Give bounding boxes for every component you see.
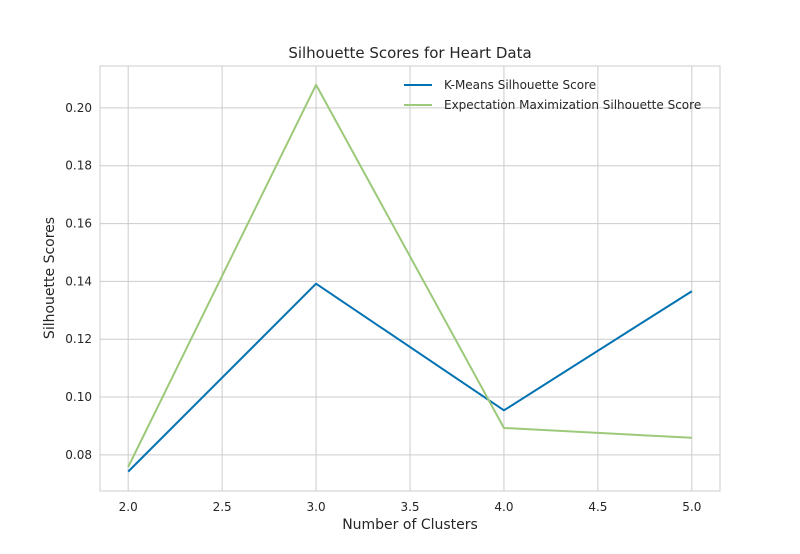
- series-line-em: [127, 83, 692, 468]
- chart-title: Silhouette Scores for Heart Data: [288, 44, 531, 62]
- y-tick-label: 0.08: [65, 448, 92, 462]
- x-tick-label: 3.0: [307, 500, 326, 514]
- series-line-kmeans: [127, 282, 693, 473]
- y-axis-label: Silhouette Scores: [42, 217, 58, 339]
- x-tick-label: 5.0: [682, 500, 701, 514]
- legend: K-Means Silhouette Score Expectation Maxi…: [404, 78, 701, 112]
- x-tick-label: 2.0: [119, 500, 138, 514]
- y-tick-label: 0.18: [65, 159, 92, 173]
- x-tick-label: 4.0: [494, 500, 513, 514]
- y-tick-label: 0.20: [65, 101, 92, 115]
- plot-frame: [99, 65, 721, 492]
- tick-labels: 2.0 2.5 3.0 3.5 4.0 4.5 5.0 0.08 0.10 0.12 0.14 0.1…: [65, 101, 701, 514]
- x-tick-label: 4.5: [588, 500, 607, 514]
- y-tick-label: 0.14: [65, 274, 92, 288]
- x-tick-label: 3.5: [400, 500, 419, 514]
- x-axis-label: Number of Clusters: [342, 517, 478, 533]
- y-tick-label: 0.12: [65, 332, 92, 346]
- grid-lines: [100, 66, 720, 491]
- x-tick-label: 2.5: [213, 500, 232, 514]
- legend-label: K-Means Silhouette Score: [444, 78, 596, 92]
- series-lines: [127, 83, 693, 473]
- y-tick-label: 0.10: [65, 390, 92, 404]
- y-tick-label: 0.16: [65, 217, 92, 231]
- legend-label: Expectation Maximization Silhouette Scor…: [444, 98, 701, 112]
